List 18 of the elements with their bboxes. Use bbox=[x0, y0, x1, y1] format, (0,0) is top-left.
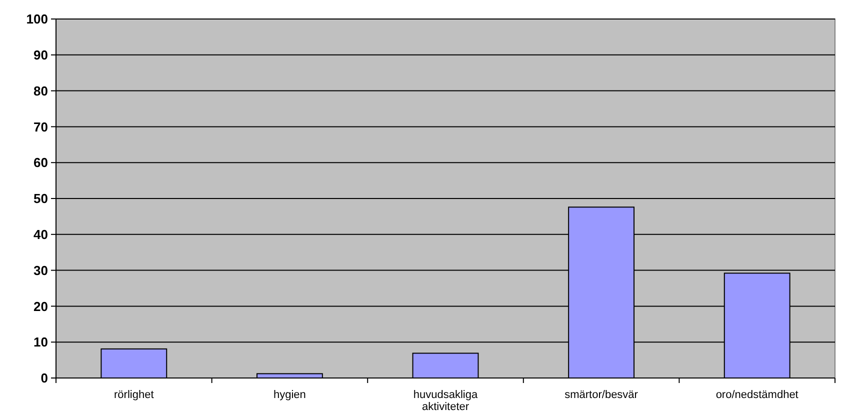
x-tick-label: huvudsakliga aktiviteter bbox=[413, 389, 478, 413]
y-tick-label: 0 bbox=[40, 370, 48, 386]
y-tick-label: 70 bbox=[34, 119, 48, 134]
x-tick-label: rörlighet bbox=[114, 389, 154, 401]
y-tick-label: 90 bbox=[34, 47, 48, 62]
y-tick-label: 20 bbox=[34, 298, 48, 314]
y-tick-label: 60 bbox=[34, 155, 48, 170]
bar bbox=[412, 352, 479, 378]
x-tick-label: oro/nedstämdhet bbox=[716, 389, 798, 401]
y-tick-label: 40 bbox=[34, 226, 48, 242]
x-tick-label: smärtor/besvär bbox=[564, 389, 638, 401]
bar bbox=[100, 348, 168, 378]
x-tick-label: hygien bbox=[273, 389, 306, 401]
y-tick-label: 50 bbox=[34, 191, 48, 206]
y-tick-label: 10 bbox=[34, 334, 48, 350]
y-tick-label: 80 bbox=[34, 83, 48, 98]
y-tick-label: 30 bbox=[34, 262, 48, 278]
y-tick-label: 100 bbox=[26, 12, 48, 27]
